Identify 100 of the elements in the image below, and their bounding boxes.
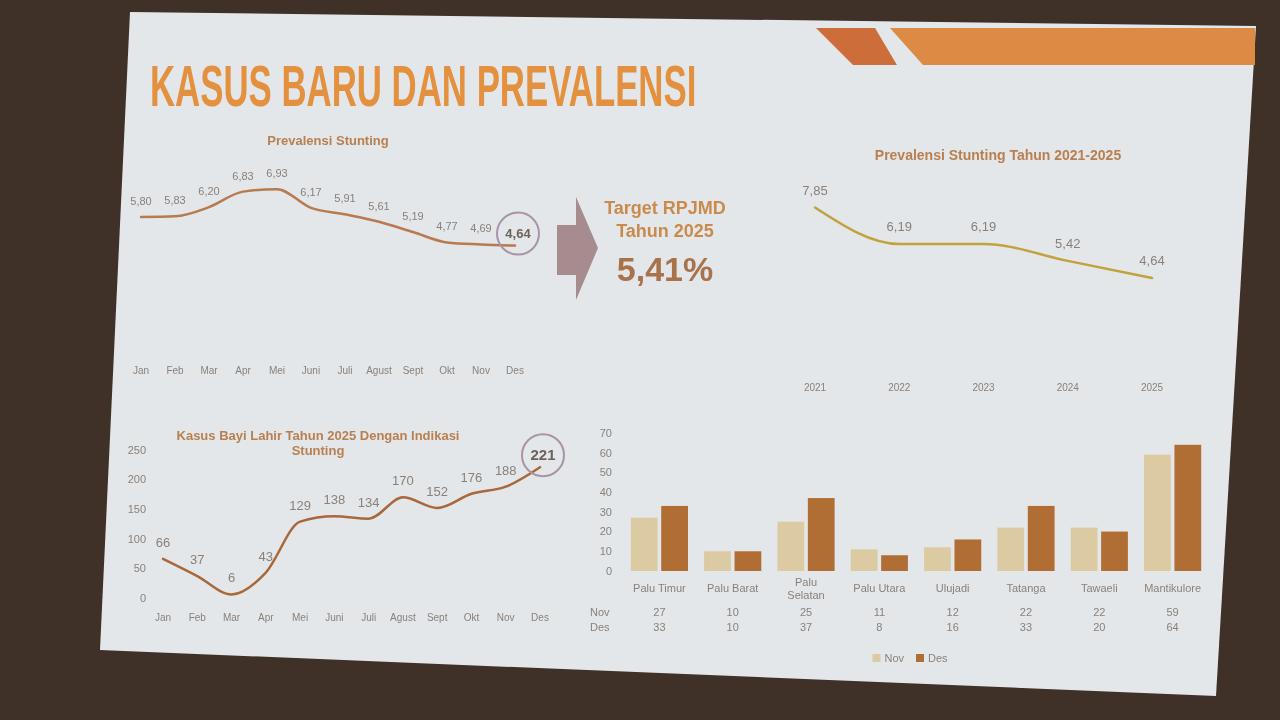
bar	[704, 551, 731, 571]
data-label: 176	[460, 469, 483, 485]
data-label: 134	[357, 494, 380, 510]
data-label: 4,64	[1139, 253, 1165, 269]
y-tick-label: 200	[127, 473, 146, 486]
data-label: 7,85	[802, 182, 828, 198]
y-tick-label: 100	[127, 532, 146, 545]
data-label: 4,77	[436, 220, 458, 233]
y-tick-label: 50	[599, 466, 612, 479]
x-tick-label: Juni	[325, 612, 344, 623]
data-label: 4,69	[470, 222, 492, 235]
data-label: 10	[726, 621, 739, 633]
data-label: 5,19	[402, 210, 424, 223]
x-tick-label: 2022	[888, 382, 911, 393]
data-label: 170	[392, 473, 414, 489]
data-label: 129	[289, 497, 311, 513]
x-tick-label: Palu Timur	[633, 582, 687, 594]
data-label: 5,80	[130, 195, 152, 208]
data-label: 6,83	[232, 169, 254, 182]
bar	[807, 498, 835, 571]
y-tick-label: 10	[599, 545, 612, 558]
x-tick-label: Mei	[268, 365, 286, 376]
x-tick-label: Mei	[292, 612, 309, 623]
annotation: 221	[530, 446, 556, 464]
x-tick-label: Nov	[496, 612, 515, 623]
data-label: 6,20	[198, 185, 220, 198]
data-label: 6,93	[266, 167, 288, 180]
data-label: 22	[1019, 606, 1033, 618]
x-tick-label: Tawaeli	[1080, 582, 1118, 594]
x-tick-label: Juli	[337, 365, 353, 376]
data-label: 10	[726, 606, 739, 618]
y-tick-label: 70	[599, 426, 612, 439]
x-tick-label: Tatanga	[1006, 582, 1047, 594]
x-tick-label: Mantikulore	[1144, 582, 1202, 594]
x-tick-label: Okt	[463, 612, 480, 623]
bar	[734, 551, 762, 571]
data-label: 33	[1019, 621, 1033, 633]
x-tick-label: Sept	[426, 612, 448, 623]
bar	[881, 555, 908, 571]
y-tick-label: 40	[599, 485, 612, 498]
data-label: 5,91	[334, 192, 356, 205]
legend-label: Des	[928, 652, 949, 664]
data-label: 33	[653, 621, 666, 633]
data-label: 12	[946, 606, 959, 618]
x-tick-label: Apr	[235, 365, 252, 376]
bar	[1174, 444, 1202, 571]
chart-title: Prevalensi Stunting	[267, 133, 389, 148]
annotation: 4,64	[505, 226, 532, 242]
data-label: 37	[799, 621, 813, 633]
data-label: 188	[494, 462, 517, 478]
x-tick-label: 2021	[803, 382, 827, 393]
bar	[661, 505, 688, 571]
x-tick-label: Mar	[200, 365, 219, 376]
data-label: 6,19	[886, 218, 912, 234]
data-label: 59	[1166, 606, 1179, 618]
bar	[777, 521, 805, 571]
data-label: 5,42	[1055, 235, 1081, 251]
y-tick-label: 0	[605, 564, 612, 577]
x-tick-label: 2023	[972, 382, 996, 393]
x-tick-label: Des	[531, 612, 549, 623]
y-tick-label: 30	[599, 505, 612, 518]
text: 5,41%	[616, 250, 714, 288]
x-tick-label: Okt	[439, 365, 455, 376]
data-label: 37	[190, 552, 205, 568]
x-tick-label: Mar	[222, 612, 241, 623]
data-label: 25	[799, 606, 813, 618]
x-tick-label: Nov	[472, 365, 490, 376]
x-tick-label: Apr	[258, 612, 275, 623]
y-tick-label: 20	[599, 525, 612, 538]
data-label: 6,19	[970, 218, 997, 234]
x-tick-label: Jan	[132, 365, 150, 376]
bar	[954, 539, 982, 571]
bar	[1070, 527, 1098, 571]
data-label: 138	[323, 492, 346, 508]
y-tick-label: 0	[139, 591, 146, 604]
data-label: 152	[426, 484, 449, 500]
bar	[997, 527, 1025, 571]
x-tick-label: Sept	[402, 365, 424, 376]
data-label: 6	[227, 570, 236, 586]
x-tick-label: 2025	[1140, 382, 1164, 393]
x-tick-label: Palu Selatan	[787, 575, 825, 601]
data-label: 20	[1093, 621, 1106, 633]
chart-title: Prevalensi Stunting Tahun 2021-2025	[874, 147, 1122, 163]
x-tick-label: Des	[506, 365, 524, 376]
x-tick-label: Feb	[188, 612, 207, 623]
data-label: 27	[653, 606, 666, 618]
data-label: 64	[1166, 621, 1179, 633]
x-tick-label: Palu Utara	[853, 582, 907, 594]
bar	[1144, 454, 1171, 571]
data-label: 66	[155, 534, 171, 550]
data-label: 16	[946, 621, 959, 633]
x-tick-label: Jan	[154, 612, 172, 623]
bar	[850, 549, 878, 571]
y-tick-label: 250	[127, 443, 146, 456]
x-tick-label: Juli	[361, 612, 377, 623]
data-label: 22	[1093, 606, 1106, 618]
data-label: 6,17	[300, 185, 322, 198]
x-tick-label: Juni	[301, 365, 321, 376]
x-tick-label: Ulujadi	[935, 582, 970, 594]
x-tick-label: 2024	[1056, 382, 1080, 393]
